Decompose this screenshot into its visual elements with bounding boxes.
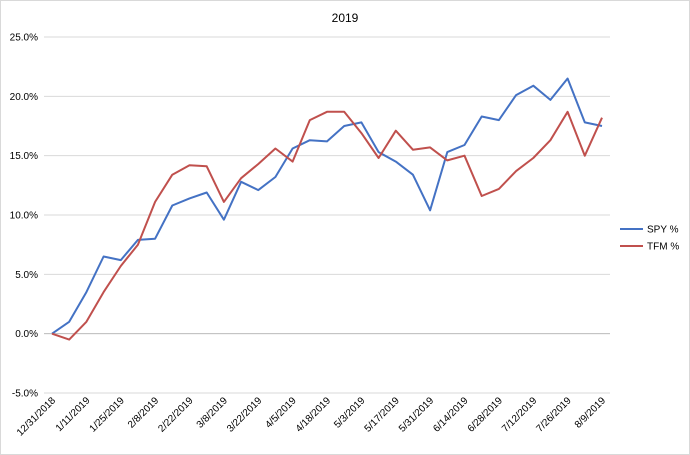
x-tick-label: 2/22/2019 — [156, 395, 196, 435]
x-tick-label: 5/17/2019 — [363, 395, 403, 435]
x-tick-label: 8/9/2019 — [573, 395, 609, 431]
gridlines — [44, 36, 610, 394]
x-tick-label: 12/31/2018 — [15, 395, 58, 438]
x-tick-label: 6/28/2019 — [466, 395, 506, 435]
chart-title: 2019 — [331, 11, 359, 25]
x-tick-label: 7/26/2019 — [535, 395, 575, 435]
x-tick-label: 1/11/2019 — [54, 395, 93, 434]
series-line-spy — [51, 77, 603, 335]
y-axis-ticks: -5.0% 0.0% 5.0% 10.0% 15.0% 20.0% 25.0% — [10, 33, 38, 400]
legend: SPY % TFM % — [620, 225, 679, 253]
y-tick-label: 10.0% — [10, 211, 38, 222]
x-tick-label: 4/18/2019 — [294, 395, 334, 435]
y-tick-label: -5.0% — [12, 389, 38, 400]
x-tick-label: 5/3/2019 — [332, 395, 368, 431]
x-tick-label: 4/5/2019 — [263, 395, 299, 431]
x-tick-label: 3/22/2019 — [225, 395, 265, 435]
series-lines — [51, 77, 603, 341]
legend-label: TFM % — [647, 242, 679, 253]
x-tick-label: 3/8/2019 — [195, 395, 231, 431]
y-tick-label: 20.0% — [10, 92, 38, 103]
y-tick-label: 15.0% — [10, 151, 38, 162]
x-tick-label: 7/12/2019 — [500, 395, 540, 435]
y-tick-label: 5.0% — [15, 270, 38, 281]
y-tick-label: 0.0% — [15, 329, 38, 340]
x-tick-label: 1/25/2019 — [88, 395, 128, 435]
x-tick-label: 6/14/2019 — [431, 395, 471, 435]
x-tick-label: 5/31/2019 — [397, 395, 437, 435]
series-line-tfm — [51, 110, 603, 341]
y-tick-label: 25.0% — [10, 33, 38, 44]
legend-label: SPY % — [647, 225, 679, 236]
x-tick-label: 2/8/2019 — [126, 395, 162, 431]
